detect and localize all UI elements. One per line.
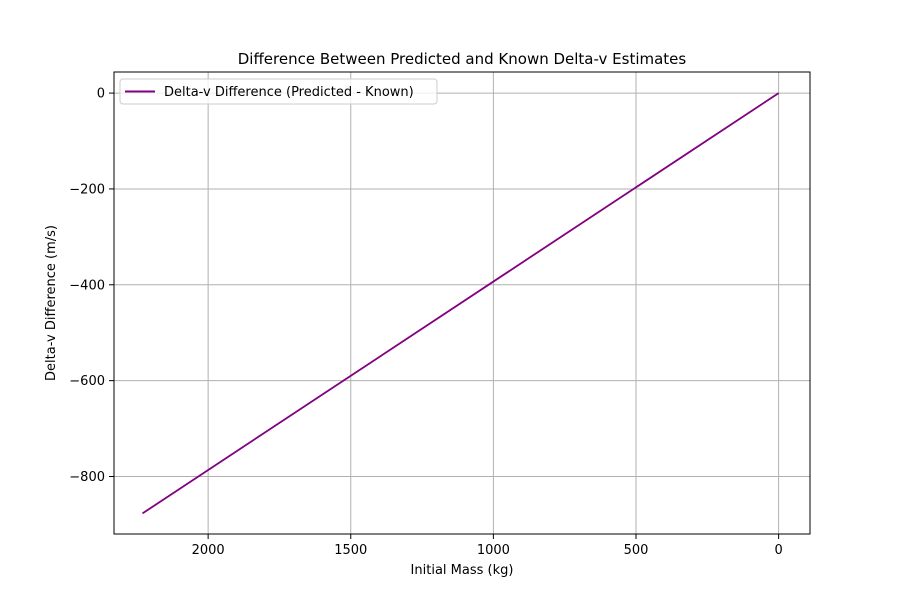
plot-lines <box>142 92 780 515</box>
ticks: 2000 1500 1000 500 0 0 −200 −400 −600 −800 <box>69 87 782 558</box>
x-tick-label: 1500 <box>334 543 367 558</box>
y-tick-label: −800 <box>69 470 105 485</box>
legend: Delta-v Difference (Predicted - Known) <box>119 78 438 105</box>
y-tick-label: −200 <box>69 182 105 197</box>
y-axis-label: Delta-v Difference (m/s) <box>44 225 59 381</box>
x-tick-label: 1000 <box>477 543 510 558</box>
y-tick-label: 0 <box>97 87 105 102</box>
x-axis-label: Initial Mass (kg) <box>411 563 514 578</box>
x-tick-label: 0 <box>774 543 782 558</box>
series-line-delta-v-difference <box>142 92 780 515</box>
plot-frame <box>113 71 811 535</box>
y-tick-label: −400 <box>69 278 105 293</box>
x-tick-label: 500 <box>624 543 649 558</box>
legend-box <box>119 78 438 105</box>
x-tick-label: 2000 <box>192 543 225 558</box>
legend-entry-label: Delta-v Difference (Predicted - Known) <box>164 85 414 100</box>
y-tick-label: −600 <box>69 374 105 389</box>
grid <box>114 72 810 534</box>
chart-title: Difference Between Predicted and Known D… <box>238 50 687 68</box>
